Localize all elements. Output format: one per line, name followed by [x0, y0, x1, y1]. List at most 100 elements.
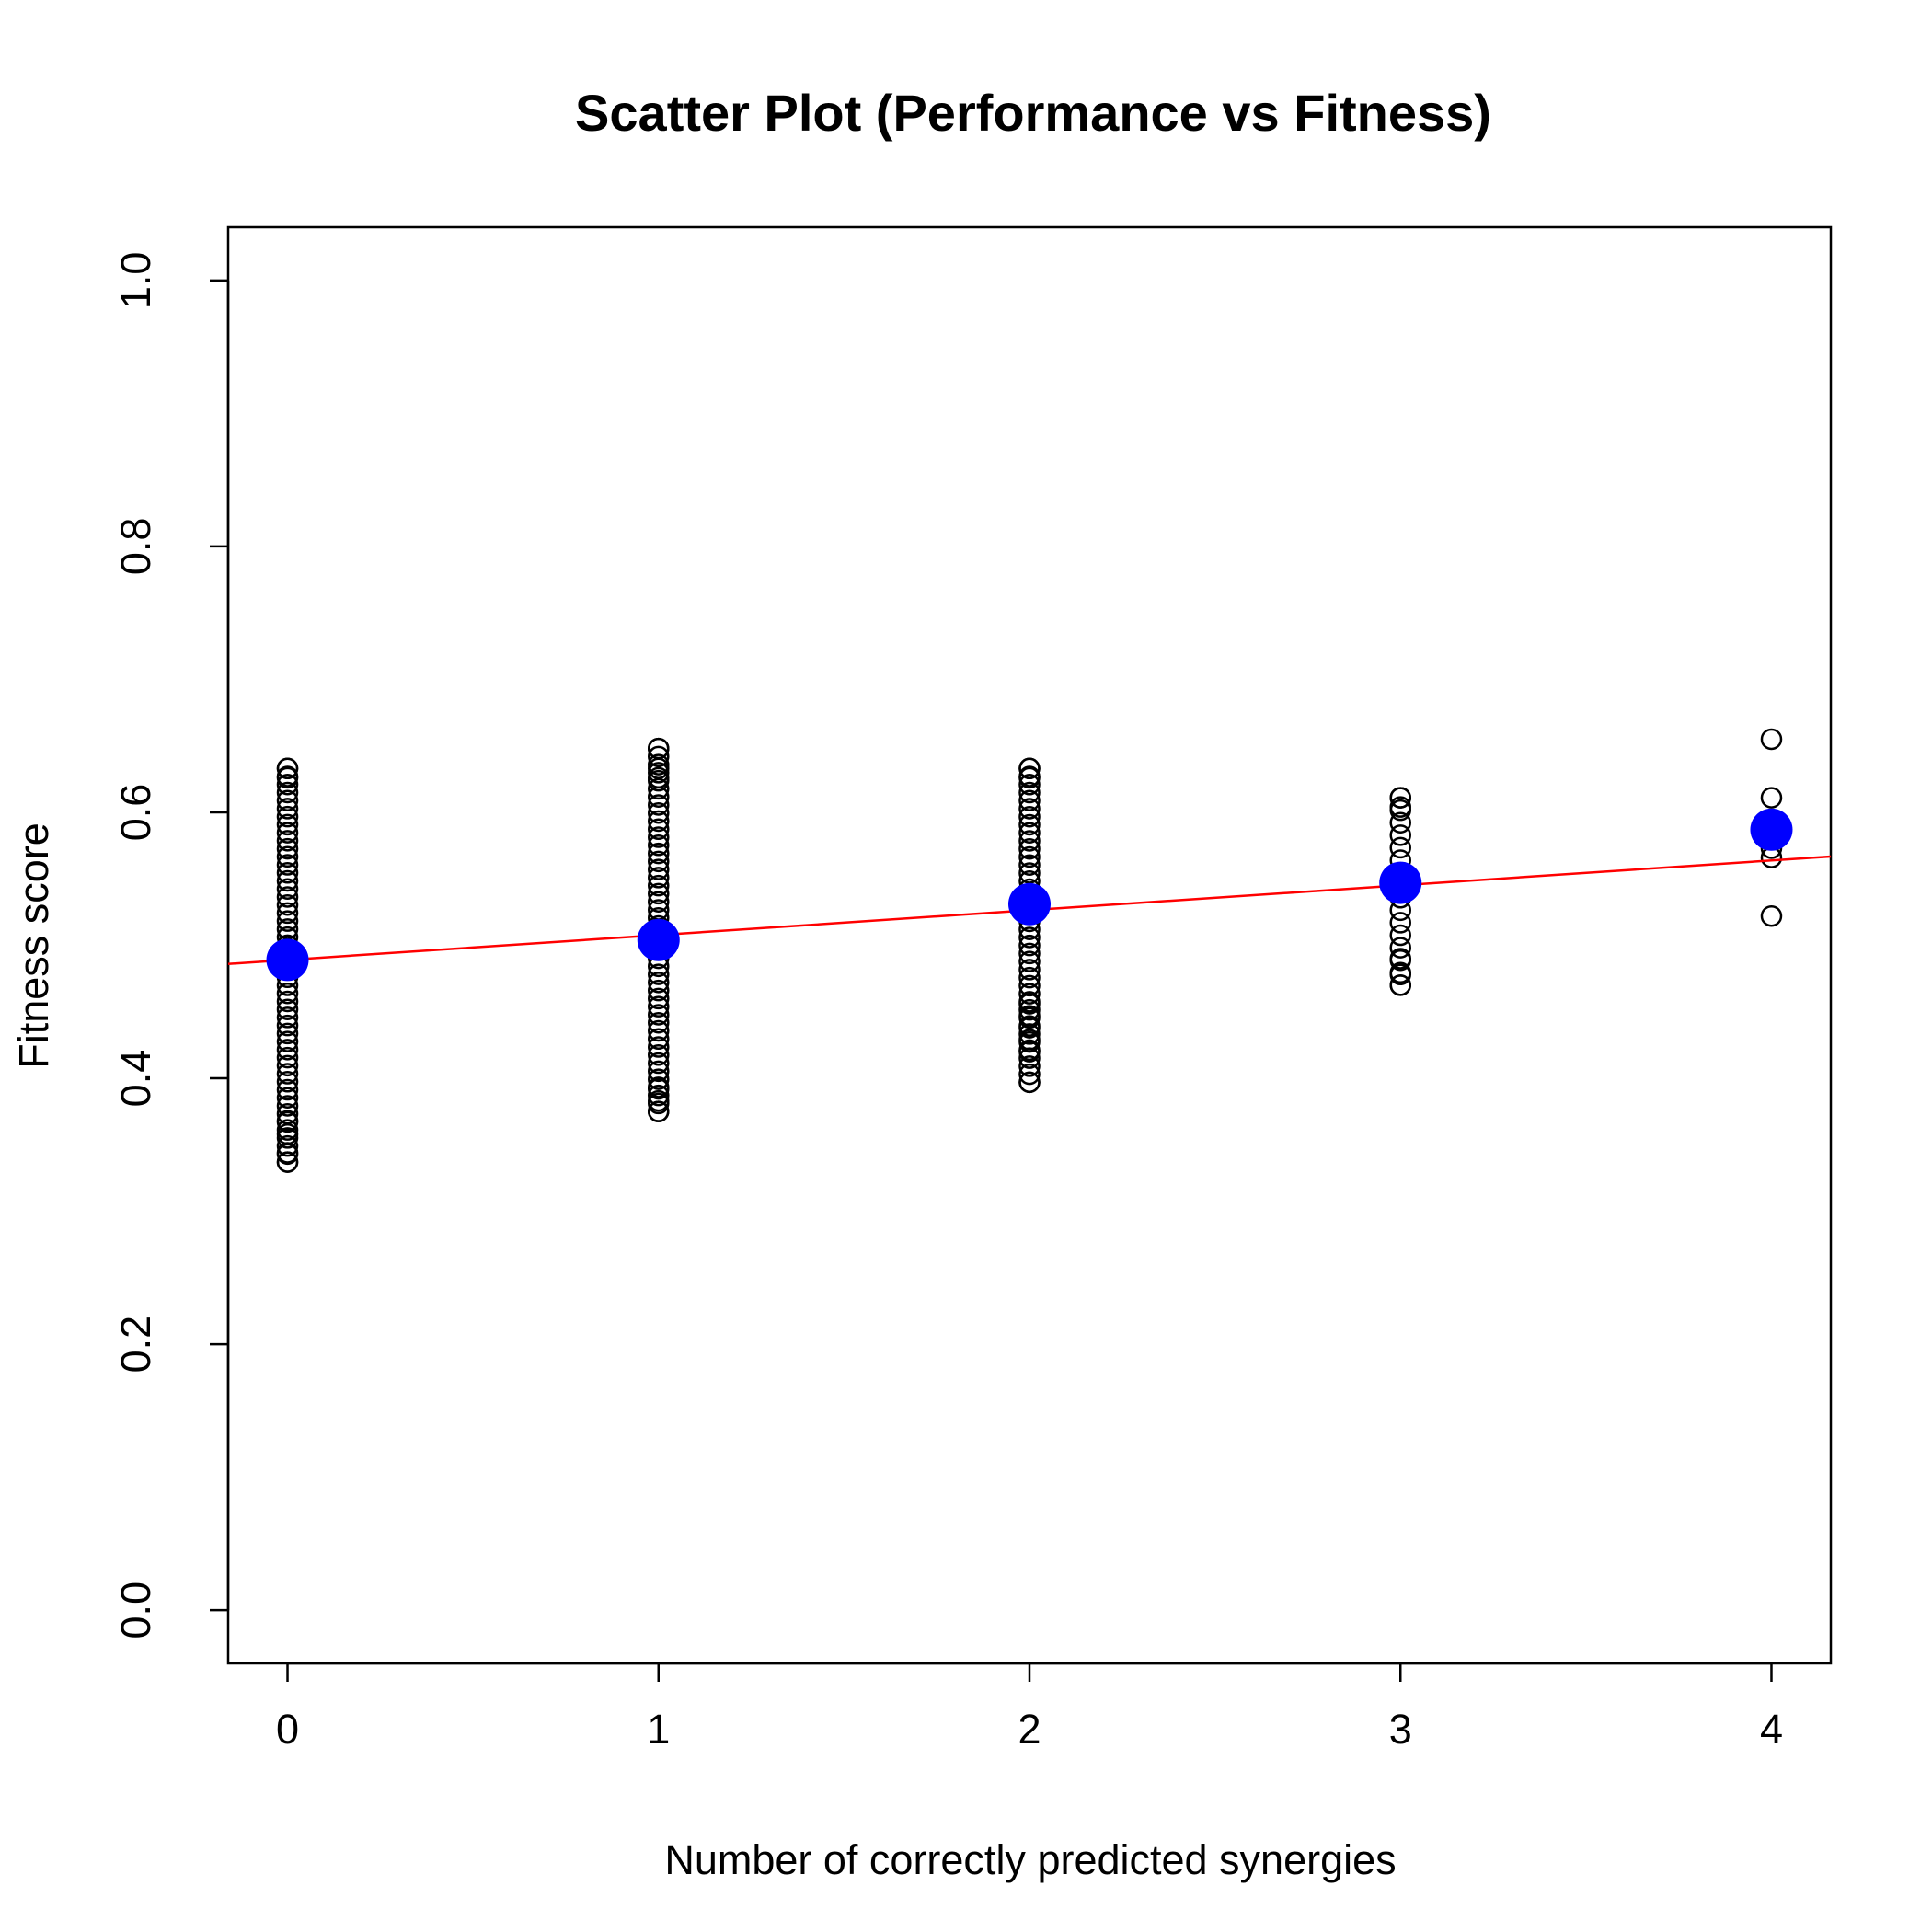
- data-point: [648, 1036, 670, 1058]
- data-point: [276, 757, 299, 780]
- y-tick-label: 0.8: [112, 518, 159, 576]
- data-point: [1760, 787, 1783, 809]
- data-point: [1389, 937, 1411, 959]
- data-point: [276, 990, 299, 1013]
- y-axis-label: Fitness score: [10, 822, 57, 1069]
- data-point: [276, 1030, 299, 1052]
- x-axis-label: Number of correctly predicted synergies: [664, 1836, 1396, 1883]
- data-point: [276, 845, 299, 868]
- data-point: [1018, 862, 1041, 884]
- group-means: [266, 808, 1793, 982]
- data-point: [648, 858, 670, 880]
- data-point: [276, 1039, 299, 1061]
- plot-frame: [226, 225, 1833, 1665]
- data-point: [276, 862, 299, 884]
- data-point: [648, 1052, 670, 1075]
- data-point: [1389, 912, 1411, 934]
- data-point: [648, 972, 670, 994]
- data-point: [1018, 950, 1041, 972]
- data-point: [648, 995, 670, 1018]
- data-point: [1018, 1071, 1041, 1094]
- data-point: [276, 773, 299, 796]
- mean-point: [266, 938, 309, 982]
- data-point: [276, 1078, 299, 1101]
- data-point: [1018, 766, 1041, 789]
- data-point: [648, 1011, 670, 1034]
- data-point: [276, 1122, 299, 1145]
- data-point: [276, 1046, 299, 1069]
- data-point: [276, 1110, 299, 1133]
- data-point: [1018, 1041, 1041, 1063]
- data-point: [1389, 811, 1411, 834]
- data-point: [276, 869, 299, 892]
- data-point: [276, 1071, 299, 1093]
- data-point: [1018, 805, 1041, 828]
- data-point: [1760, 728, 1783, 751]
- data-point: [276, 781, 299, 804]
- data-point: [1018, 966, 1041, 989]
- data-point: [648, 867, 670, 889]
- data-point: [648, 766, 670, 789]
- data-point: [1018, 1055, 1041, 1077]
- data-point: [276, 805, 299, 828]
- x-tick-label: 2: [1018, 1706, 1041, 1753]
- data-point: [648, 1044, 670, 1066]
- data-point: [276, 1063, 299, 1085]
- data-point: [648, 801, 670, 824]
- data-point: [276, 854, 299, 876]
- data-point: [276, 1134, 299, 1157]
- y-tick-label: 0.4: [112, 1050, 159, 1108]
- data-point: [1018, 789, 1041, 812]
- data-point: [1018, 830, 1041, 852]
- data-point: [648, 850, 670, 873]
- data-point: [648, 1089, 670, 1112]
- data-point: [648, 979, 670, 1002]
- data-point: [1018, 983, 1041, 1005]
- data-point: [276, 830, 299, 852]
- data-point: [276, 998, 299, 1020]
- data-point: [276, 789, 299, 811]
- data-point: [276, 886, 299, 908]
- data-point: [1018, 854, 1041, 876]
- data-point: [648, 1028, 670, 1051]
- data-point: [276, 837, 299, 860]
- data-point: [1389, 836, 1411, 859]
- data-point: [1018, 1005, 1041, 1027]
- data-point: [648, 818, 670, 841]
- data-point: [1018, 1029, 1041, 1051]
- data-point: [1389, 787, 1411, 809]
- mean-point: [637, 918, 680, 961]
- data-point: [1018, 757, 1041, 780]
- data-point: [276, 1006, 299, 1029]
- data-point: [648, 826, 670, 848]
- data-point: [1018, 845, 1041, 868]
- data-point: [1389, 796, 1411, 818]
- data-point: [648, 882, 670, 905]
- data-points: [276, 728, 1783, 1173]
- data-point: [648, 963, 670, 985]
- data-point: [276, 766, 299, 789]
- data-point: [648, 987, 670, 1010]
- data-point: [1018, 837, 1041, 860]
- x-axis: 0 1 2 3 4: [276, 1662, 1783, 1753]
- data-point: [276, 1014, 299, 1037]
- data-point: [1389, 924, 1411, 947]
- data-point: [1389, 824, 1411, 846]
- data-point: [276, 918, 299, 940]
- y-tick-label: 0.2: [112, 1316, 159, 1374]
- data-point: [1760, 904, 1783, 927]
- data-point: [1018, 974, 1041, 997]
- chart-title: Scatter Plot (Performance vs Fitness): [575, 84, 1491, 142]
- data-point: [648, 1100, 670, 1122]
- data-point: [276, 1087, 299, 1109]
- data-point: [648, 1060, 670, 1083]
- data-point: [648, 745, 670, 768]
- data-point: [1018, 798, 1041, 820]
- mean-point: [1008, 882, 1051, 926]
- data-point: [276, 893, 299, 916]
- data-point: [276, 813, 299, 836]
- data-point: [648, 757, 670, 780]
- data-point: [648, 1084, 670, 1107]
- data-point: [1018, 993, 1041, 1015]
